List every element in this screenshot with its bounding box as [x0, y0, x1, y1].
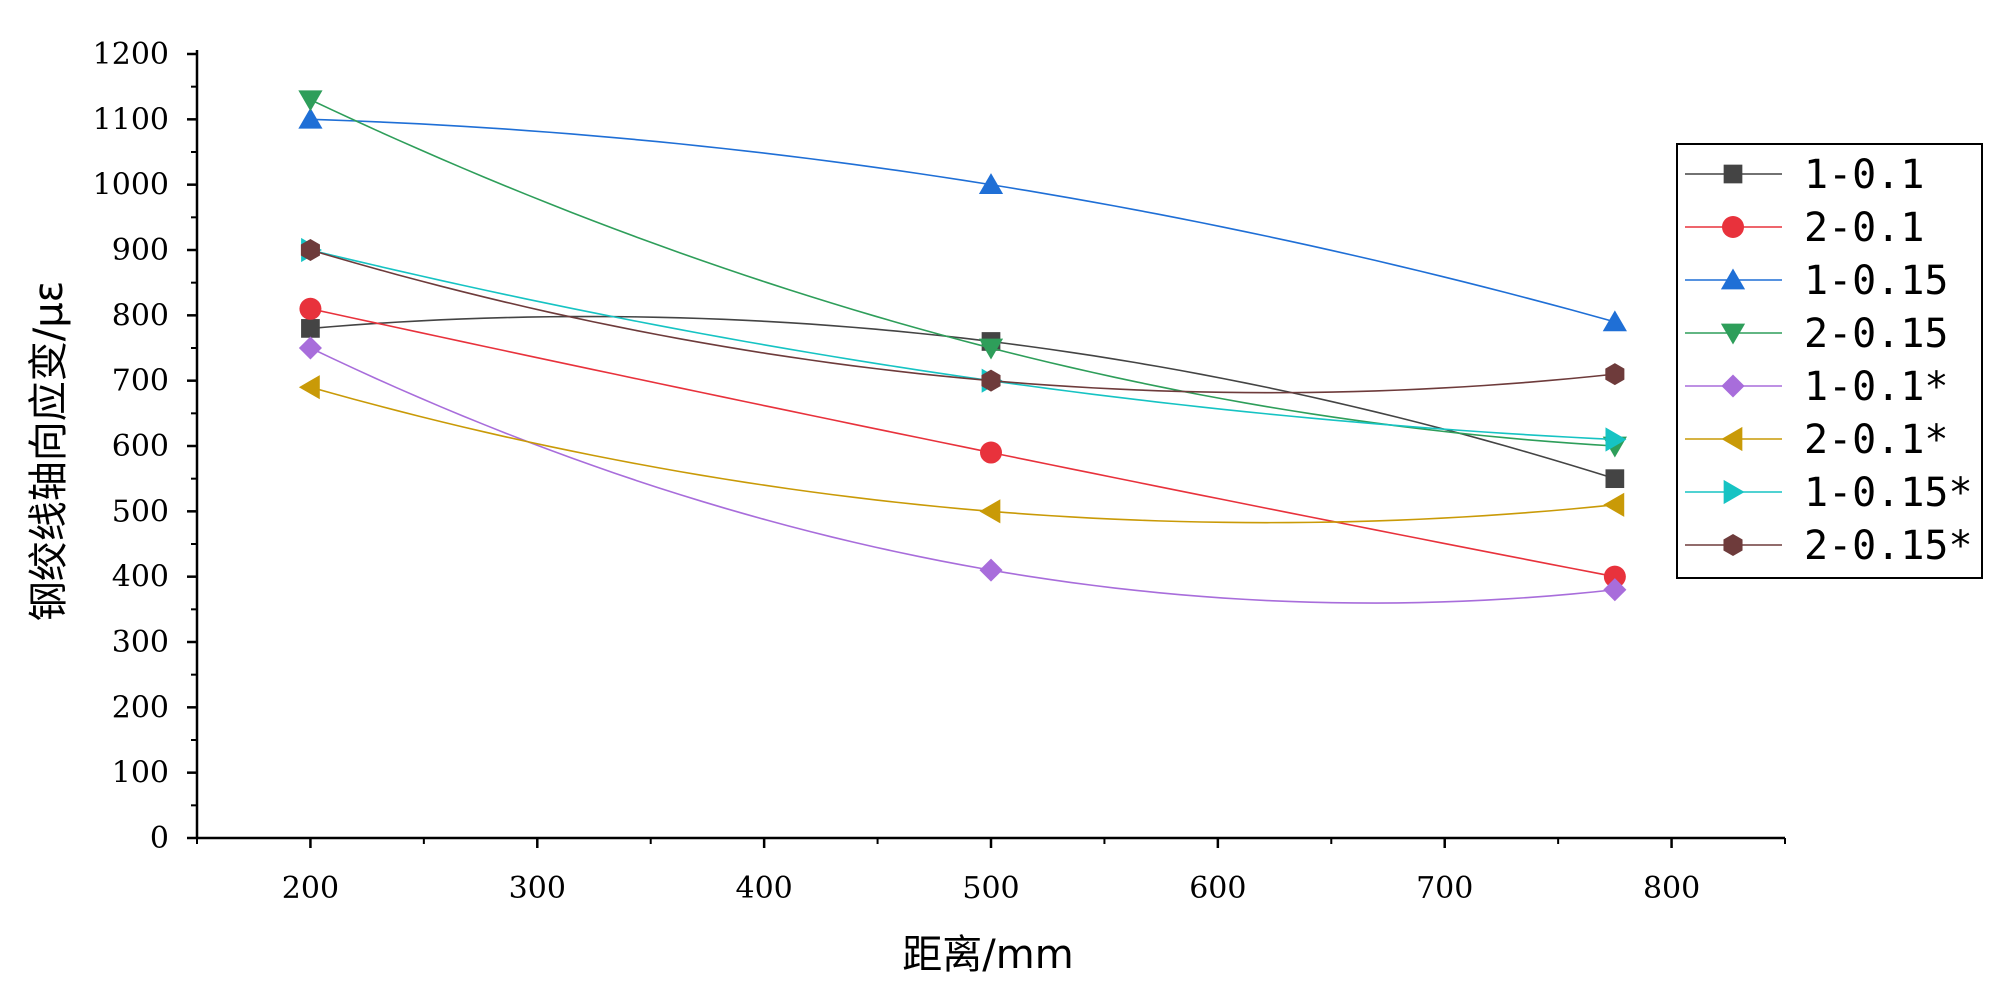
data-point [978, 338, 1004, 360]
legend-marker [1723, 164, 1743, 184]
y-tick-label: 1000 [93, 168, 169, 203]
x-tick-label: 700 [1416, 871, 1473, 906]
data-point [1602, 310, 1627, 332]
y-tick-label: 300 [112, 625, 169, 660]
y-tick-label: 1200 [93, 37, 169, 72]
legend-label: 2-0.1 [1804, 205, 1924, 251]
data-point [980, 441, 1002, 464]
data-point [298, 107, 323, 129]
x-tick-label: 200 [282, 871, 339, 906]
series-line [310, 249, 1615, 441]
data-point [300, 239, 320, 261]
x-tick-label: 300 [509, 871, 566, 906]
data-point [301, 319, 320, 338]
legend-marker [1721, 426, 1743, 452]
data-point [298, 336, 322, 360]
series-line [310, 347, 1615, 604]
legend-label: 2-0.1* [1804, 417, 1949, 463]
y-tick-label: 800 [112, 298, 169, 333]
y-tick-label: 400 [112, 560, 169, 595]
data-point [1605, 469, 1625, 489]
series-line [310, 308, 1616, 578]
data-point [978, 173, 1004, 195]
series-line [310, 249, 1615, 394]
series-1-0.1 [301, 315, 1625, 489]
legend-item: 2-0.15 [1685, 311, 1949, 357]
y-tick-label: 700 [112, 364, 169, 399]
legend-label: 1-0.1 [1804, 152, 1924, 198]
series-line [310, 118, 1616, 323]
legend-item: 1-0.15* [1685, 470, 1973, 516]
x-tick-label: 400 [736, 871, 793, 906]
data-point [298, 90, 323, 112]
series-1-0.15* [301, 237, 1627, 452]
legend-marker [1722, 216, 1744, 238]
series-1-0.15 [298, 107, 1627, 332]
legend-item: 1-0.1 [1685, 152, 1924, 198]
x-tick-label: 500 [962, 871, 1019, 906]
data-point [979, 558, 1003, 582]
legend-label: 1-0.15* [1804, 470, 1973, 516]
y-tick-label: 500 [112, 494, 169, 529]
y-tick-label: 0 [150, 821, 169, 856]
axes: 0 100 200 300 400 500 600 700 800 900 1000 1100 1200… [93, 37, 1786, 906]
data-point [299, 297, 322, 320]
legend-item: 2-0.15* [1685, 523, 1973, 569]
y-tick-label: 200 [112, 690, 169, 725]
legend-label: 1-0.15 [1804, 258, 1949, 304]
legend-marker [1720, 323, 1746, 345]
data-point [1603, 578, 1627, 602]
legend-label: 1-0.1* [1804, 364, 1949, 410]
data-point [1605, 363, 1625, 386]
series-layer [298, 90, 1627, 604]
legend-item: 2-0.1 [1685, 205, 1924, 251]
series-line [310, 386, 1615, 524]
legend-box [1676, 143, 1983, 579]
series-2-0.1 [299, 297, 1626, 588]
series-2-0.15* [300, 239, 1625, 394]
data-point [1605, 427, 1627, 452]
legend: 1-0.1 2-0.1 1-0.15 2-0.15 1-0.1* 2-0.1* 1-0.15… [1676, 143, 1983, 579]
data-point [1603, 565, 1626, 588]
legend-label: 2-0.15 [1804, 311, 1949, 357]
data-point [981, 369, 1001, 392]
y-tick-label: 600 [112, 429, 169, 464]
series-line [310, 315, 1616, 480]
series-2-0.1* [298, 375, 1625, 524]
legend-marker [1723, 534, 1743, 556]
y-tick-label: 1100 [93, 102, 169, 137]
legend-marker [1720, 268, 1746, 290]
x-axis-title: 距离/mm [902, 932, 1073, 978]
series-2-0.15 [298, 90, 1627, 458]
data-point [979, 499, 1001, 524]
y-tick-label: 100 [112, 756, 169, 791]
x-tick-label: 600 [1189, 871, 1246, 906]
legend-item: 2-0.1* [1685, 417, 1949, 463]
x-tick-label: 800 [1643, 871, 1700, 906]
y-axis-title: 钢绞线轴向应变/με [26, 281, 72, 622]
data-point [1603, 492, 1625, 517]
legend-item: 1-0.15 [1685, 258, 1949, 304]
series-line [310, 99, 1615, 447]
legend-marker [1721, 374, 1745, 398]
data-point [298, 375, 320, 400]
legend-item: 1-0.1* [1685, 364, 1949, 410]
y-tick-label: 900 [112, 233, 169, 268]
legend-marker [1723, 479, 1745, 505]
legend-label: 2-0.15* [1804, 523, 1973, 569]
